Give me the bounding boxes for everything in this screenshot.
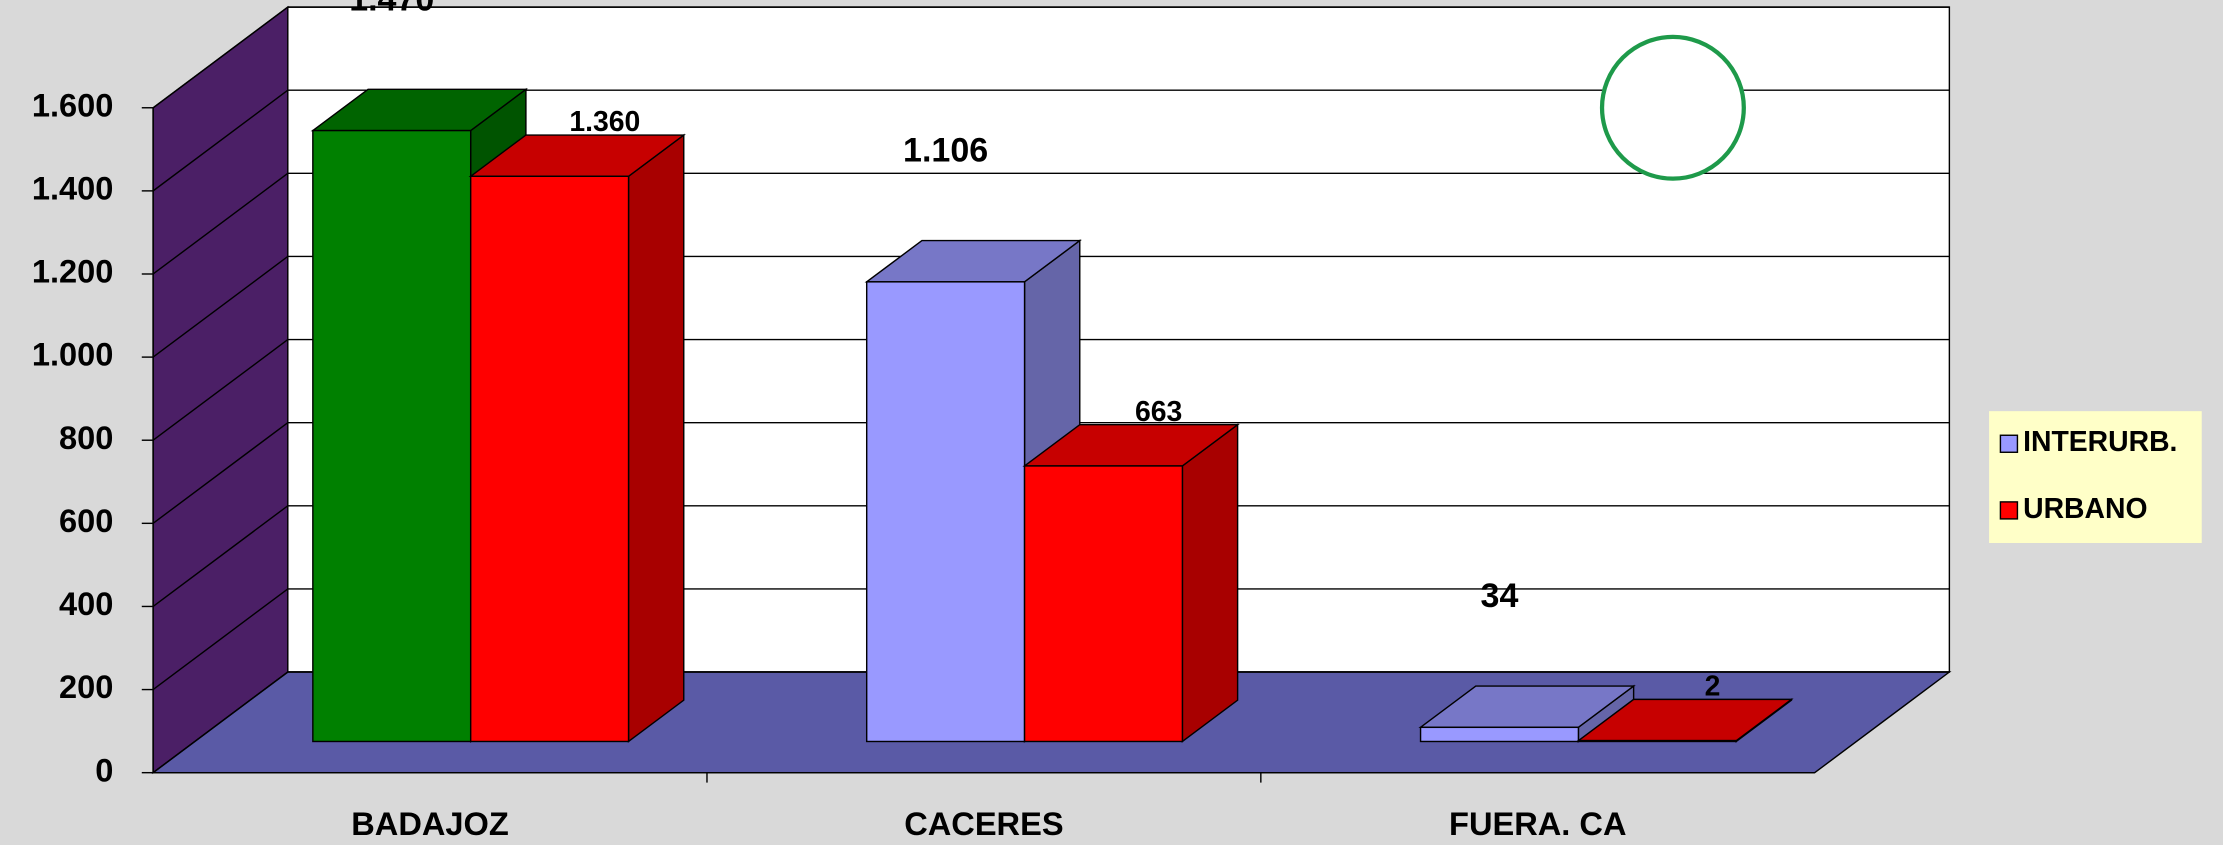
grid-line	[152, 671, 289, 774]
grid-line	[152, 89, 289, 192]
legend-swatch	[1999, 434, 2019, 453]
bar-front	[312, 129, 472, 743]
bar-side	[627, 133, 685, 743]
data-label: 663	[1135, 396, 1182, 428]
y-tick-label: 400	[59, 585, 113, 622]
data-label: 1.470	[349, 0, 434, 18]
data-label: 1.360	[569, 106, 640, 138]
legend-swatch	[1999, 501, 2019, 520]
grid-line	[152, 338, 289, 441]
grid-line	[152, 588, 289, 691]
y-tick-label: 800	[59, 419, 113, 456]
x-tick-label: CACERES	[904, 805, 1063, 842]
grid-line	[152, 172, 289, 275]
bar	[1418, 684, 1636, 743]
data-label: 2	[1705, 671, 1721, 703]
data-label: 34	[1481, 577, 1519, 615]
grid-line	[152, 6, 289, 109]
x-tick-label: BADAJOZ	[351, 805, 509, 842]
bar-side	[1181, 423, 1239, 743]
bar	[1576, 697, 1794, 743]
bar-front	[1419, 726, 1580, 743]
y-tick-label: 600	[59, 502, 113, 539]
legend-label: URBANO	[2023, 493, 2147, 525]
grid-line	[152, 422, 289, 524]
y-tick-label: 1.600	[32, 86, 114, 123]
bar	[1022, 423, 1240, 743]
y-tick-label: 1.000	[32, 336, 114, 373]
legend	[1989, 411, 2202, 544]
logo	[1599, 34, 1746, 181]
y-tick-label: 0	[95, 751, 113, 788]
y-tick-label: 1.200	[32, 253, 114, 290]
bar-front	[1577, 739, 1737, 743]
data-label: 1.106	[903, 132, 988, 170]
legend-label: INTERURB.	[2023, 426, 2177, 458]
y-tick-label: 1.400	[32, 169, 114, 206]
y-tick-label: 200	[59, 668, 113, 705]
bar-front	[865, 281, 1026, 743]
bar-front	[1023, 465, 1184, 743]
grid-line	[152, 255, 289, 358]
grid-line	[152, 505, 289, 608]
bar	[468, 133, 686, 743]
x-tick-label: FUERA. CA	[1449, 805, 1626, 842]
bar-front	[469, 175, 630, 743]
